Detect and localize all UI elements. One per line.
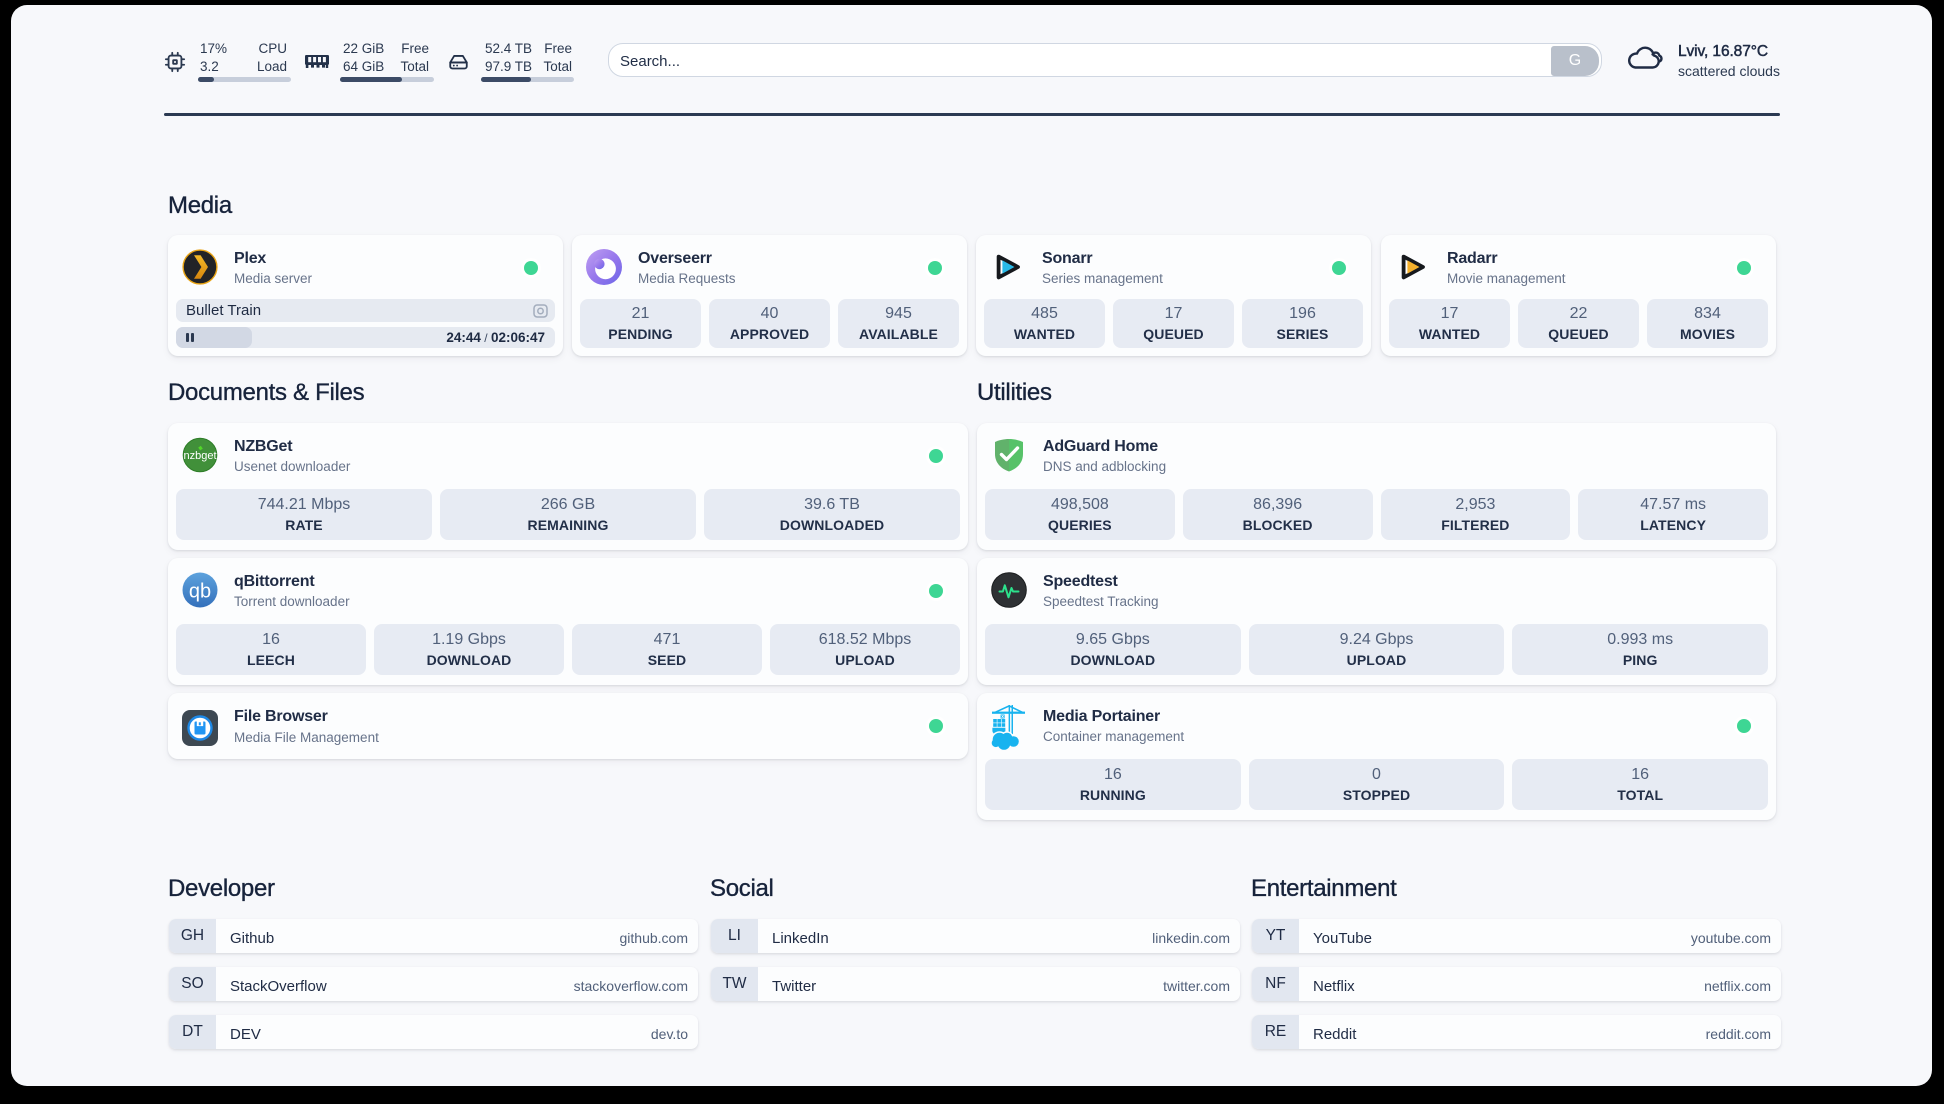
svg-text:nzbget: nzbget [183,450,216,462]
svg-text:qb: qb [189,581,211,603]
